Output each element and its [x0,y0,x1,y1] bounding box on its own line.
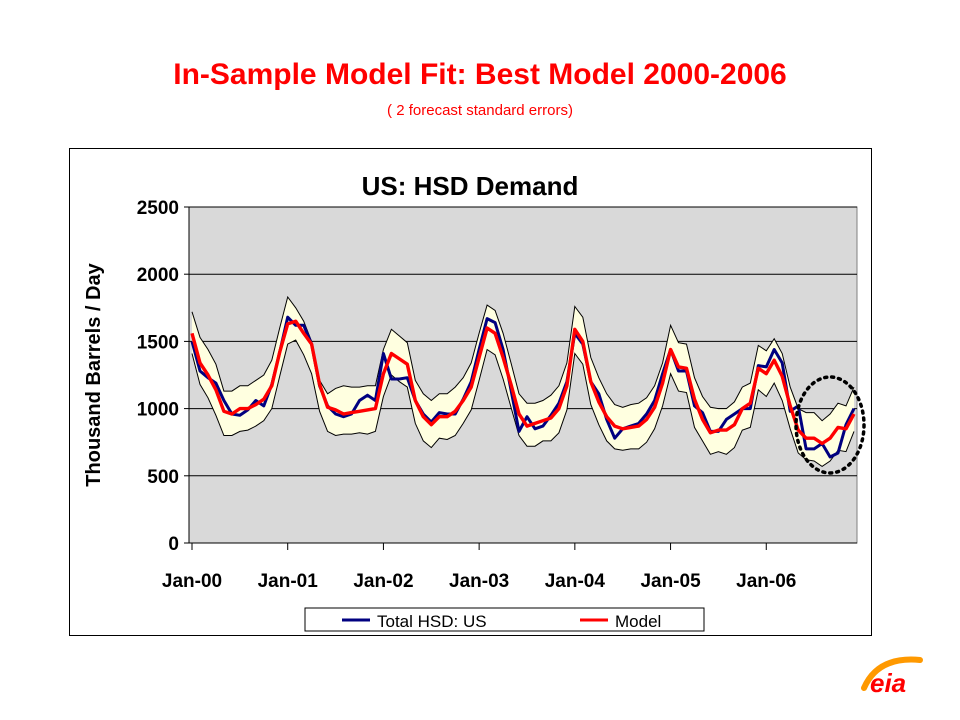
legend-label-1: Model [615,612,661,631]
chart-title: US: HSD Demand [362,171,579,201]
chart-frame: 0 500 1000 1500 2000 2500 Jan-00 Jan-01 Jan-02 Ja… [69,148,872,636]
y-axis-label: Thousand Barrels / Day [83,262,105,486]
plot-area [188,206,858,544]
y-tick-label-2: 1000 [137,400,179,421]
slide-subtitle: ( 2 forecast standard errors) [387,102,573,119]
x-tick-label-0: Jan-00 [162,571,222,592]
series-line-1 [190,319,856,446]
x-tick-label-4: Jan-04 [545,571,606,592]
y-tick-label-4: 2000 [137,265,179,286]
legend-label-0: Total HSD: US [377,612,487,631]
y-tick-label-5: 2500 [137,198,179,219]
legend-box [304,607,705,632]
x-tick-label-5: Jan-05 [640,571,701,592]
x-tick-label-6: Jan-06 [736,571,796,592]
eia-logo-icon: eia [861,656,923,698]
x-tick-label-1: Jan-01 [258,571,319,592]
y-tick-label-0: 0 [168,534,179,555]
band-upper-line [191,295,855,422]
y-tick-label-3: 1500 [137,332,179,353]
y-tick-label-1: 500 [147,467,179,488]
x-tick-label-2: Jan-02 [353,571,413,592]
hsd-demand-chart: 0 500 1000 1500 2000 2500 Jan-00 Jan-01 Jan-02 Ja… [83,171,866,632]
x-tick-label-3: Jan-03 [449,571,509,592]
eia-logo-text: eia [870,668,906,698]
slide-title: In-Sample Model Fit: Best Model 2000-200… [173,58,787,91]
band-lower-line [191,339,855,468]
highlight-ellipse [794,375,866,475]
confidence-band [192,297,854,467]
